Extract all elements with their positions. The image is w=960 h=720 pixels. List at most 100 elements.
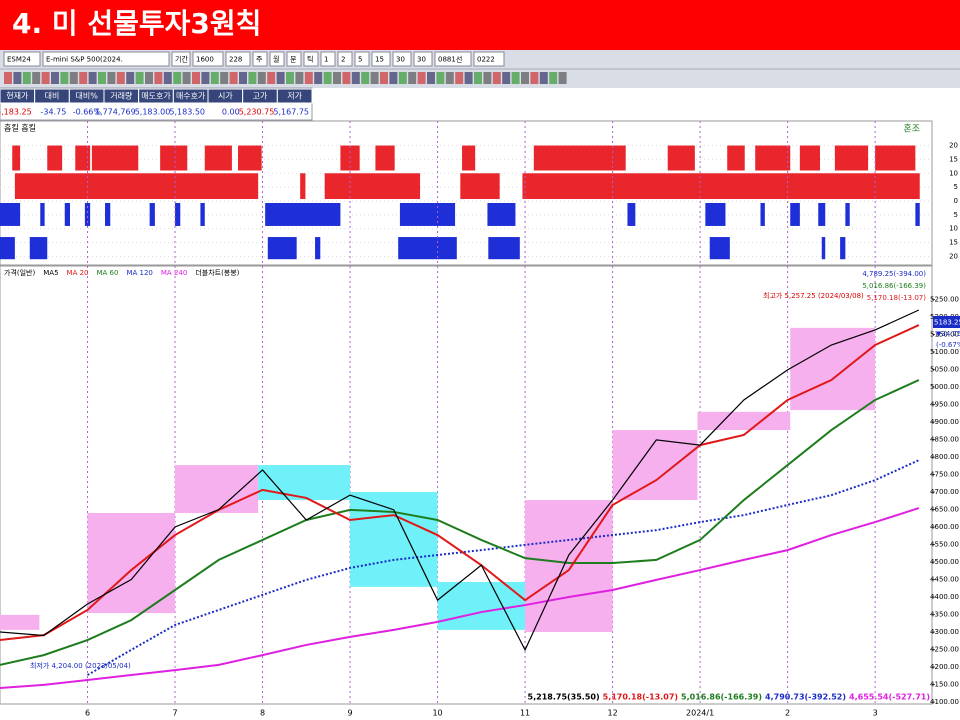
toolbar-icon[interactable] <box>126 72 135 84</box>
toolbar-icon[interactable] <box>530 72 539 84</box>
toolbar-icon[interactable] <box>267 72 276 84</box>
quote-header: 고가 <box>253 92 268 101</box>
toolbar-icon[interactable] <box>295 72 304 84</box>
toolbar-button[interactable] <box>473 51 505 67</box>
toolbar-icon[interactable] <box>163 72 172 84</box>
toolbar-button[interactable] <box>286 51 302 67</box>
toolbar-icon[interactable] <box>210 72 219 84</box>
toolbar-label: 기간 <box>175 55 188 64</box>
indicator-tick-label: 15 <box>949 155 958 163</box>
toolbar-icon[interactable] <box>389 72 398 84</box>
signal-bar <box>627 203 636 226</box>
toolbar-icon[interactable] <box>445 72 454 84</box>
toolbar-icon[interactable] <box>13 72 22 84</box>
toolbar-button[interactable] <box>434 51 472 67</box>
toolbar-icon[interactable] <box>342 72 351 84</box>
toolbar-icon[interactable] <box>333 72 341 84</box>
signal-bar <box>300 173 306 199</box>
toolbar-icon[interactable] <box>492 72 501 84</box>
signal-bar <box>91 145 139 171</box>
price-tag-label: 5183.25 <box>934 319 960 327</box>
toolbar-button[interactable] <box>413 51 433 67</box>
range-box <box>175 465 259 513</box>
toolbar-icon[interactable] <box>304 72 313 84</box>
toolbar-icon[interactable] <box>351 72 360 84</box>
toolbar-icon[interactable] <box>323 72 332 84</box>
toolbar-icon[interactable] <box>427 72 435 84</box>
toolbar-icon[interactable] <box>182 72 191 84</box>
toolbar-icon[interactable] <box>539 72 548 84</box>
signal-bar <box>0 237 15 260</box>
toolbar-icon[interactable] <box>220 72 229 84</box>
toolbar-label: 228 <box>229 56 242 64</box>
toolbar-icon[interactable] <box>521 72 529 84</box>
toolbar-icon[interactable] <box>201 72 210 84</box>
toolbar-button[interactable] <box>269 51 285 67</box>
toolbar-icon[interactable] <box>455 72 464 84</box>
toolbar-icon[interactable] <box>69 72 78 84</box>
signal-bar <box>324 173 421 199</box>
toolbar-icon[interactable] <box>436 72 445 84</box>
toolbar-icon[interactable] <box>502 72 511 84</box>
toolbar-icon[interactable] <box>116 72 125 84</box>
toolbar-icon[interactable] <box>98 72 106 84</box>
signal-bar <box>760 203 765 226</box>
toolbar-button[interactable] <box>337 51 353 67</box>
toolbar-icon[interactable] <box>32 72 41 84</box>
toolbar-button[interactable] <box>171 51 191 67</box>
toolbar-button[interactable] <box>392 51 412 67</box>
toolbar-icon[interactable] <box>173 72 182 84</box>
range-box <box>525 500 613 632</box>
toolbar-icon[interactable] <box>135 72 144 84</box>
toolbar-button[interactable] <box>3 51 41 67</box>
bottom-value: 5,170.18(-13.07) <box>603 693 678 702</box>
toolbar-button[interactable] <box>252 51 268 67</box>
toolbar-icon[interactable] <box>51 72 59 84</box>
toolbar-icon[interactable] <box>4 72 12 84</box>
toolbar-icon[interactable] <box>22 72 31 84</box>
toolbar-button[interactable] <box>320 51 336 67</box>
toolbar-icon[interactable] <box>239 72 247 84</box>
toolbar-icon[interactable] <box>60 72 69 84</box>
toolbar-icon[interactable] <box>286 72 294 84</box>
toolbar-icon[interactable] <box>408 72 417 84</box>
toolbar-button[interactable] <box>42 51 170 67</box>
toolbar-icon[interactable] <box>361 72 370 84</box>
toolbar-icon[interactable] <box>248 72 257 84</box>
toolbar-button[interactable] <box>371 51 391 67</box>
toolbar-icon[interactable] <box>88 72 97 84</box>
toolbar-icon[interactable] <box>229 72 238 84</box>
toolbar-icon[interactable] <box>474 72 482 84</box>
toolbar-label: 1 <box>324 56 328 64</box>
toolbar-icon[interactable] <box>370 72 379 84</box>
toolbar-icon[interactable] <box>314 72 323 84</box>
toolbar-button[interactable] <box>192 51 224 67</box>
toolbar-icon[interactable] <box>154 72 163 84</box>
toolbar-icon[interactable] <box>145 72 153 84</box>
toolbar-button[interactable] <box>354 51 370 67</box>
y-tick-label: 4850.00 <box>930 436 959 444</box>
toolbar-icon[interactable] <box>276 72 285 84</box>
toolbar-icon[interactable] <box>464 72 473 84</box>
toolbar-icon[interactable] <box>417 72 426 84</box>
toolbar-icon[interactable] <box>192 72 200 84</box>
bottom-value: 5,016.86(-166.39) <box>681 693 762 702</box>
toolbar-icon[interactable] <box>511 72 520 84</box>
signal-bar <box>821 237 826 260</box>
toolbar-icon[interactable] <box>380 72 388 84</box>
toolbar-icon[interactable] <box>41 72 50 84</box>
toolbar-icon[interactable] <box>257 72 266 84</box>
signal-bar <box>340 145 360 171</box>
toolbar-label: 0881선 <box>438 55 462 64</box>
signal-bar <box>845 203 850 226</box>
y-tick-label: 4650.00 <box>930 506 959 514</box>
toolbar-label: 2 <box>341 56 345 64</box>
toolbar-icon[interactable] <box>549 72 558 84</box>
toolbar-icon[interactable] <box>79 72 88 84</box>
toolbar-icon[interactable] <box>107 72 116 84</box>
toolbar-icon[interactable] <box>398 72 407 84</box>
toolbar-icon[interactable] <box>483 72 492 84</box>
toolbar-button[interactable] <box>225 51 251 67</box>
toolbar-button[interactable] <box>303 51 319 67</box>
toolbar-icon[interactable] <box>558 72 567 84</box>
